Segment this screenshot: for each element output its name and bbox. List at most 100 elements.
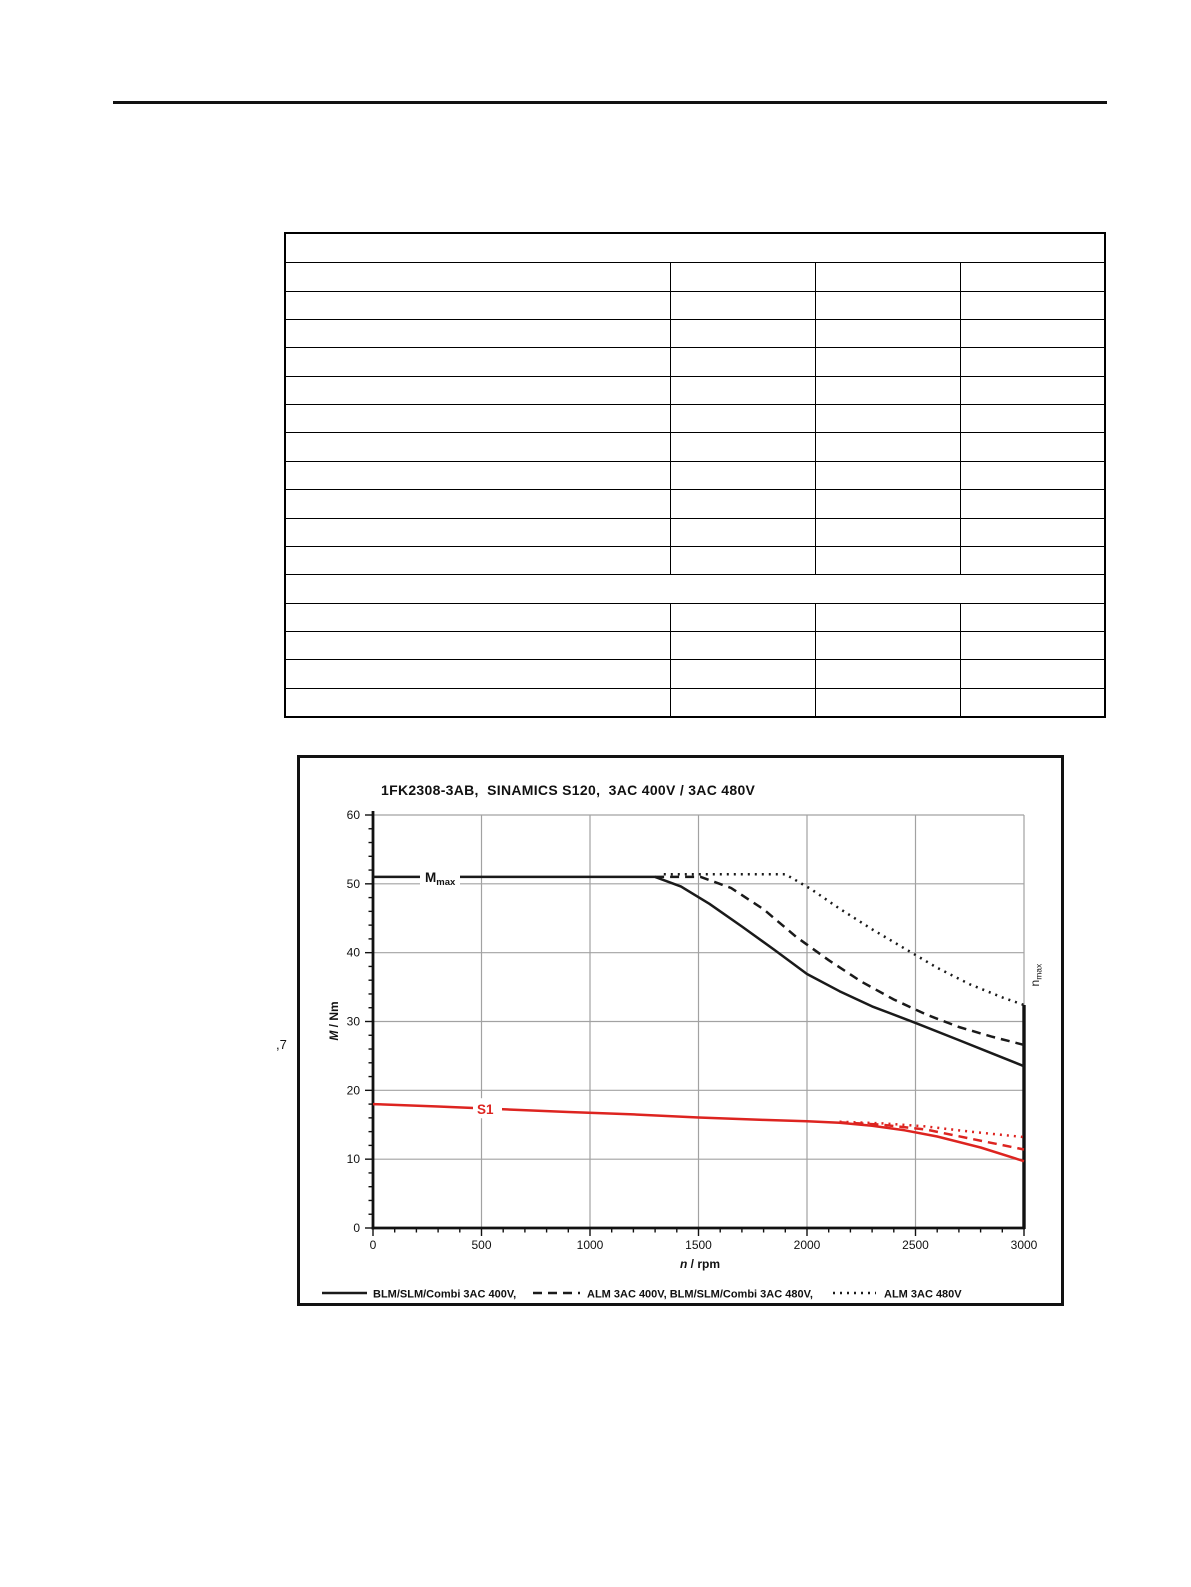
m-max-label-bg	[420, 866, 460, 890]
table-cell	[814, 603, 961, 631]
table-cell	[286, 320, 670, 347]
x-axis-label: n / rpm	[680, 1257, 720, 1271]
table-cell	[814, 518, 961, 546]
table-cell	[670, 688, 815, 716]
table-cell	[670, 263, 815, 291]
s1-label: S1	[477, 1102, 494, 1117]
table-cell	[960, 376, 1104, 405]
s1-label-bg	[473, 1098, 502, 1119]
table-cell	[286, 348, 670, 375]
header-rule	[113, 101, 1107, 104]
legend-label: BLM/SLM/Combi 3AC 400V,	[373, 1289, 516, 1301]
table-cell	[814, 546, 961, 575]
y-axis-label: M / Nm	[327, 1001, 341, 1040]
table-cell	[286, 462, 670, 489]
series-dotted-red	[839, 1120, 1025, 1139]
svg-text:2500: 2500	[902, 1238, 929, 1252]
table-cell	[670, 603, 815, 631]
table-cell	[814, 348, 961, 376]
table-cell	[960, 518, 1104, 546]
table-cell	[286, 660, 670, 687]
table-cell	[814, 433, 961, 461]
m-max-label: Mmax	[425, 870, 456, 888]
tick-labels: 0 500 1000 1500 2000 2500 3000 0 10 20 30 40 50 60	[347, 808, 1038, 1252]
table-cell	[960, 291, 1104, 320]
table-cell	[670, 348, 815, 376]
table-cell	[286, 263, 670, 290]
grid	[372, 814, 1025, 1229]
legend-label: ALM 3AC 400V, BLM/SLM/Combi 3AC 480V,	[587, 1289, 813, 1301]
table-cell	[814, 263, 961, 291]
table-row	[286, 489, 1104, 518]
table-cell	[286, 632, 670, 659]
table-cell	[960, 631, 1104, 660]
table-cell	[960, 546, 1104, 575]
table-cell	[670, 405, 815, 433]
table-cell	[814, 660, 961, 688]
table-cell	[670, 320, 815, 348]
table-cell	[960, 348, 1104, 376]
table-cell	[814, 490, 961, 518]
table-cell	[814, 376, 961, 405]
chart-border	[297, 755, 1064, 1306]
table-cell	[960, 603, 1104, 631]
chart-legend: BLM/SLM/Combi 3AC 400V, ALM 3AC 400V, BLM…	[322, 1289, 962, 1301]
series-solid-red	[372, 1102, 1025, 1163]
n-max-label: nmax	[1028, 963, 1044, 986]
table-row	[286, 630, 1104, 660]
table-row	[286, 234, 1104, 262]
table-cell	[814, 405, 961, 433]
table-cell	[960, 490, 1104, 518]
svg-text:0: 0	[353, 1221, 360, 1235]
table-cell	[670, 546, 815, 575]
table-cell	[960, 320, 1104, 348]
table-row	[286, 404, 1104, 433]
svg-text:500: 500	[471, 1238, 491, 1252]
table-cell	[670, 518, 815, 546]
table-cell	[960, 688, 1104, 716]
series-solid-black	[373, 875, 1025, 1068]
table-cell	[814, 688, 961, 716]
table-cell	[286, 490, 670, 517]
table-cell	[286, 575, 1104, 602]
legend-label: ALM 3AC 480V	[884, 1289, 962, 1301]
torque-speed-chart: 0 500 1000 1500 2000 2500 3000 0 10 20 30 40 50 60 n /…	[297, 755, 1064, 1306]
stray-text: ,7	[276, 1037, 287, 1052]
table-row	[286, 290, 1104, 320]
table-cell	[960, 405, 1104, 433]
table-cell	[286, 519, 670, 546]
table-cell	[814, 291, 961, 320]
table-cell	[286, 292, 670, 319]
table-cell	[286, 433, 670, 460]
table-row	[286, 574, 1104, 602]
table-cell	[286, 377, 670, 404]
table-cell	[814, 461, 961, 490]
table-row	[286, 602, 1104, 631]
table-cell	[286, 604, 670, 631]
table-cell	[960, 263, 1104, 291]
svg-text:60: 60	[347, 808, 361, 822]
data-table	[284, 232, 1106, 718]
table-cell	[670, 461, 815, 490]
table-cell	[814, 631, 961, 660]
series-dotted-black	[663, 872, 1025, 1007]
table-row	[286, 460, 1104, 490]
table-cell	[670, 631, 815, 660]
table-row	[286, 319, 1104, 348]
svg-text:3000: 3000	[1011, 1238, 1038, 1252]
table-cell	[960, 461, 1104, 490]
table-row	[286, 432, 1104, 461]
table-row	[286, 375, 1104, 405]
table-row	[286, 659, 1104, 688]
table-cell	[286, 405, 670, 432]
table-row	[286, 347, 1104, 376]
table-row	[286, 262, 1104, 291]
table-cell	[286, 547, 670, 574]
svg-text:1500: 1500	[685, 1238, 712, 1252]
svg-text:40: 40	[347, 946, 361, 960]
svg-text:1000: 1000	[577, 1238, 604, 1252]
svg-text:0: 0	[370, 1238, 377, 1252]
table-cell	[670, 490, 815, 518]
table-cell	[960, 660, 1104, 688]
